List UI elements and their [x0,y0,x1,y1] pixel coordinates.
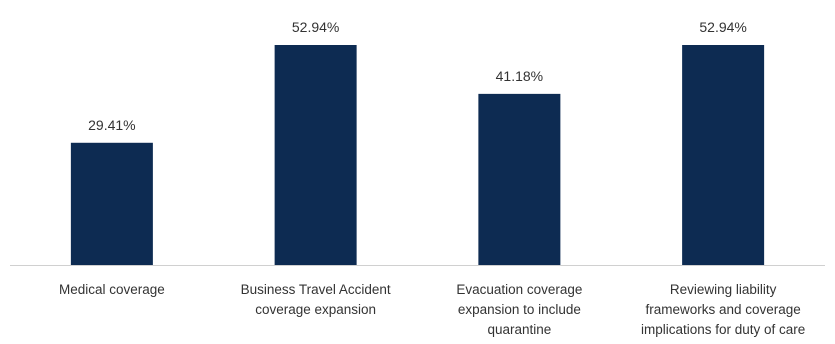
data-label-3: 52.94% [699,19,746,35]
category-label-2-line-1: expansion to include [458,302,581,317]
data-label-2: 41.18% [496,68,543,84]
category-label-1-line-1: coverage expansion [255,302,376,317]
category-label-0: Medical coverage [59,282,165,297]
category-label-2: Evacuation coverage expansion to include q… [456,282,582,337]
category-label-3: Reviewing liability frameworks and covera… [641,282,805,337]
category-label-0-line-0: Medical coverage [59,282,165,297]
data-label-1: 52.94% [292,19,339,35]
bar-2 [478,93,561,265]
category-label-3-line-0: Reviewing liability [670,282,777,297]
bar-0 [70,142,153,265]
category-label-1: Business Travel Accident coverage expansi… [241,282,391,317]
category-label-3-line-2: implications for duty of care [641,322,805,337]
bar-3 [682,45,765,265]
bar-1 [274,45,357,265]
category-label-2-line-2: quarantine [487,322,551,337]
category-label-2-line-0: Evacuation coverage [456,282,582,297]
category-label-3-line-1: frameworks and coverage [645,302,800,317]
data-label-0: 29.41% [88,117,135,133]
category-label-1-line-0: Business Travel Accident [241,282,391,297]
